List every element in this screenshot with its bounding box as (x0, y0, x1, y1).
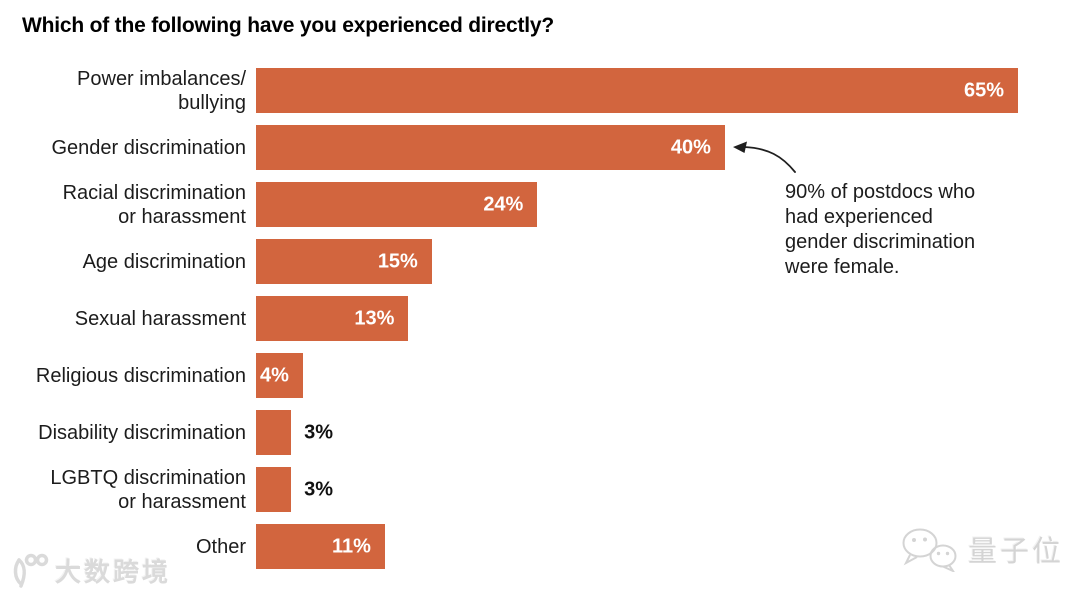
category-label: Other (195, 535, 246, 558)
bar: 15% (256, 239, 432, 284)
bar-track: 4% (256, 353, 1018, 398)
bar: 3% (256, 467, 333, 512)
annotation-line: were female. (785, 256, 900, 278)
category-label: LGBTQ discrimination or harassment (50, 466, 246, 513)
bar: 3% (256, 410, 333, 455)
bar: 11% (256, 524, 385, 569)
bar-row: Age discrimination 15% (0, 239, 1018, 284)
bar: 24% (256, 182, 538, 227)
bar: 13% (256, 296, 409, 341)
value-label: 65% (963, 79, 1004, 101)
bar-row: Gender discrimination 40% (0, 125, 1018, 170)
watermark-left-label: 大数跨境 (55, 556, 172, 587)
bar: 4% (256, 353, 303, 398)
category-label: Age discrimination (82, 250, 246, 273)
bar-track: 11% (256, 524, 1018, 569)
category-label: Power imbalances/bullying (77, 67, 246, 114)
value-label: 4% (259, 364, 289, 386)
bar-track: 65% (256, 68, 1018, 113)
annotation-line: gender discrimination (785, 231, 976, 253)
annotation-arrow-icon (733, 141, 796, 173)
annotation-line: had experienced (785, 206, 933, 228)
value-label: 15% (377, 250, 418, 272)
bar-row: LGBTQ discrimination or harassment 3% (0, 466, 1018, 513)
bar-track: 13% (256, 296, 1018, 341)
bar-track: 15% (256, 239, 1018, 284)
bar-track: 3% (256, 467, 1018, 512)
value-label: 24% (483, 193, 524, 215)
value-label: 3% (304, 478, 334, 500)
100-logo-icon (13, 553, 49, 588)
watermark-bottom-right: 量子位 (898, 526, 1064, 572)
value-label: 11% (332, 535, 371, 557)
value-label: 13% (354, 307, 395, 329)
category-label: Racial discrimination or harassment (62, 181, 246, 228)
bar: 40% (256, 125, 725, 170)
bar-chart: Power imbalances/bullying 65% Gender discr… (0, 68, 1018, 581)
bar-row: Power imbalances/bullying 65% (0, 67, 1018, 114)
bar-row: Sexual harassment 13% (0, 296, 1018, 341)
value-label: 40% (670, 136, 711, 158)
bar-row: Religious discrimination 4% (0, 353, 1018, 398)
watermark-right-label: 量子位 (968, 536, 1065, 568)
category-label: Sexual harassment (74, 307, 246, 330)
watermark-bottom-left: 大数跨境 (8, 551, 171, 589)
value-label: 3% (304, 421, 334, 443)
category-label: Religious discrimination (35, 364, 246, 387)
wechat-icon (902, 528, 957, 572)
chart-title: Which of the following have you experien… (22, 14, 554, 37)
bar-track: 24% (256, 182, 1018, 227)
annotation-text: 90% of postdocs who had experienced gend… (785, 180, 975, 280)
bar-track: 40% (256, 125, 1018, 170)
bar-row: Racial discrimination or harassment 24% (0, 181, 1018, 228)
bar-track: 3% (256, 410, 1018, 455)
category-label: Disability discrimination (38, 421, 246, 444)
bar: 65% (256, 68, 1018, 113)
category-label: Gender discrimination (51, 136, 246, 159)
bar-row: Disability discrimination 3% (0, 410, 1018, 455)
bar-row: Other 11% (0, 524, 1018, 569)
annotation-line: 90% of postdocs who (785, 181, 976, 203)
